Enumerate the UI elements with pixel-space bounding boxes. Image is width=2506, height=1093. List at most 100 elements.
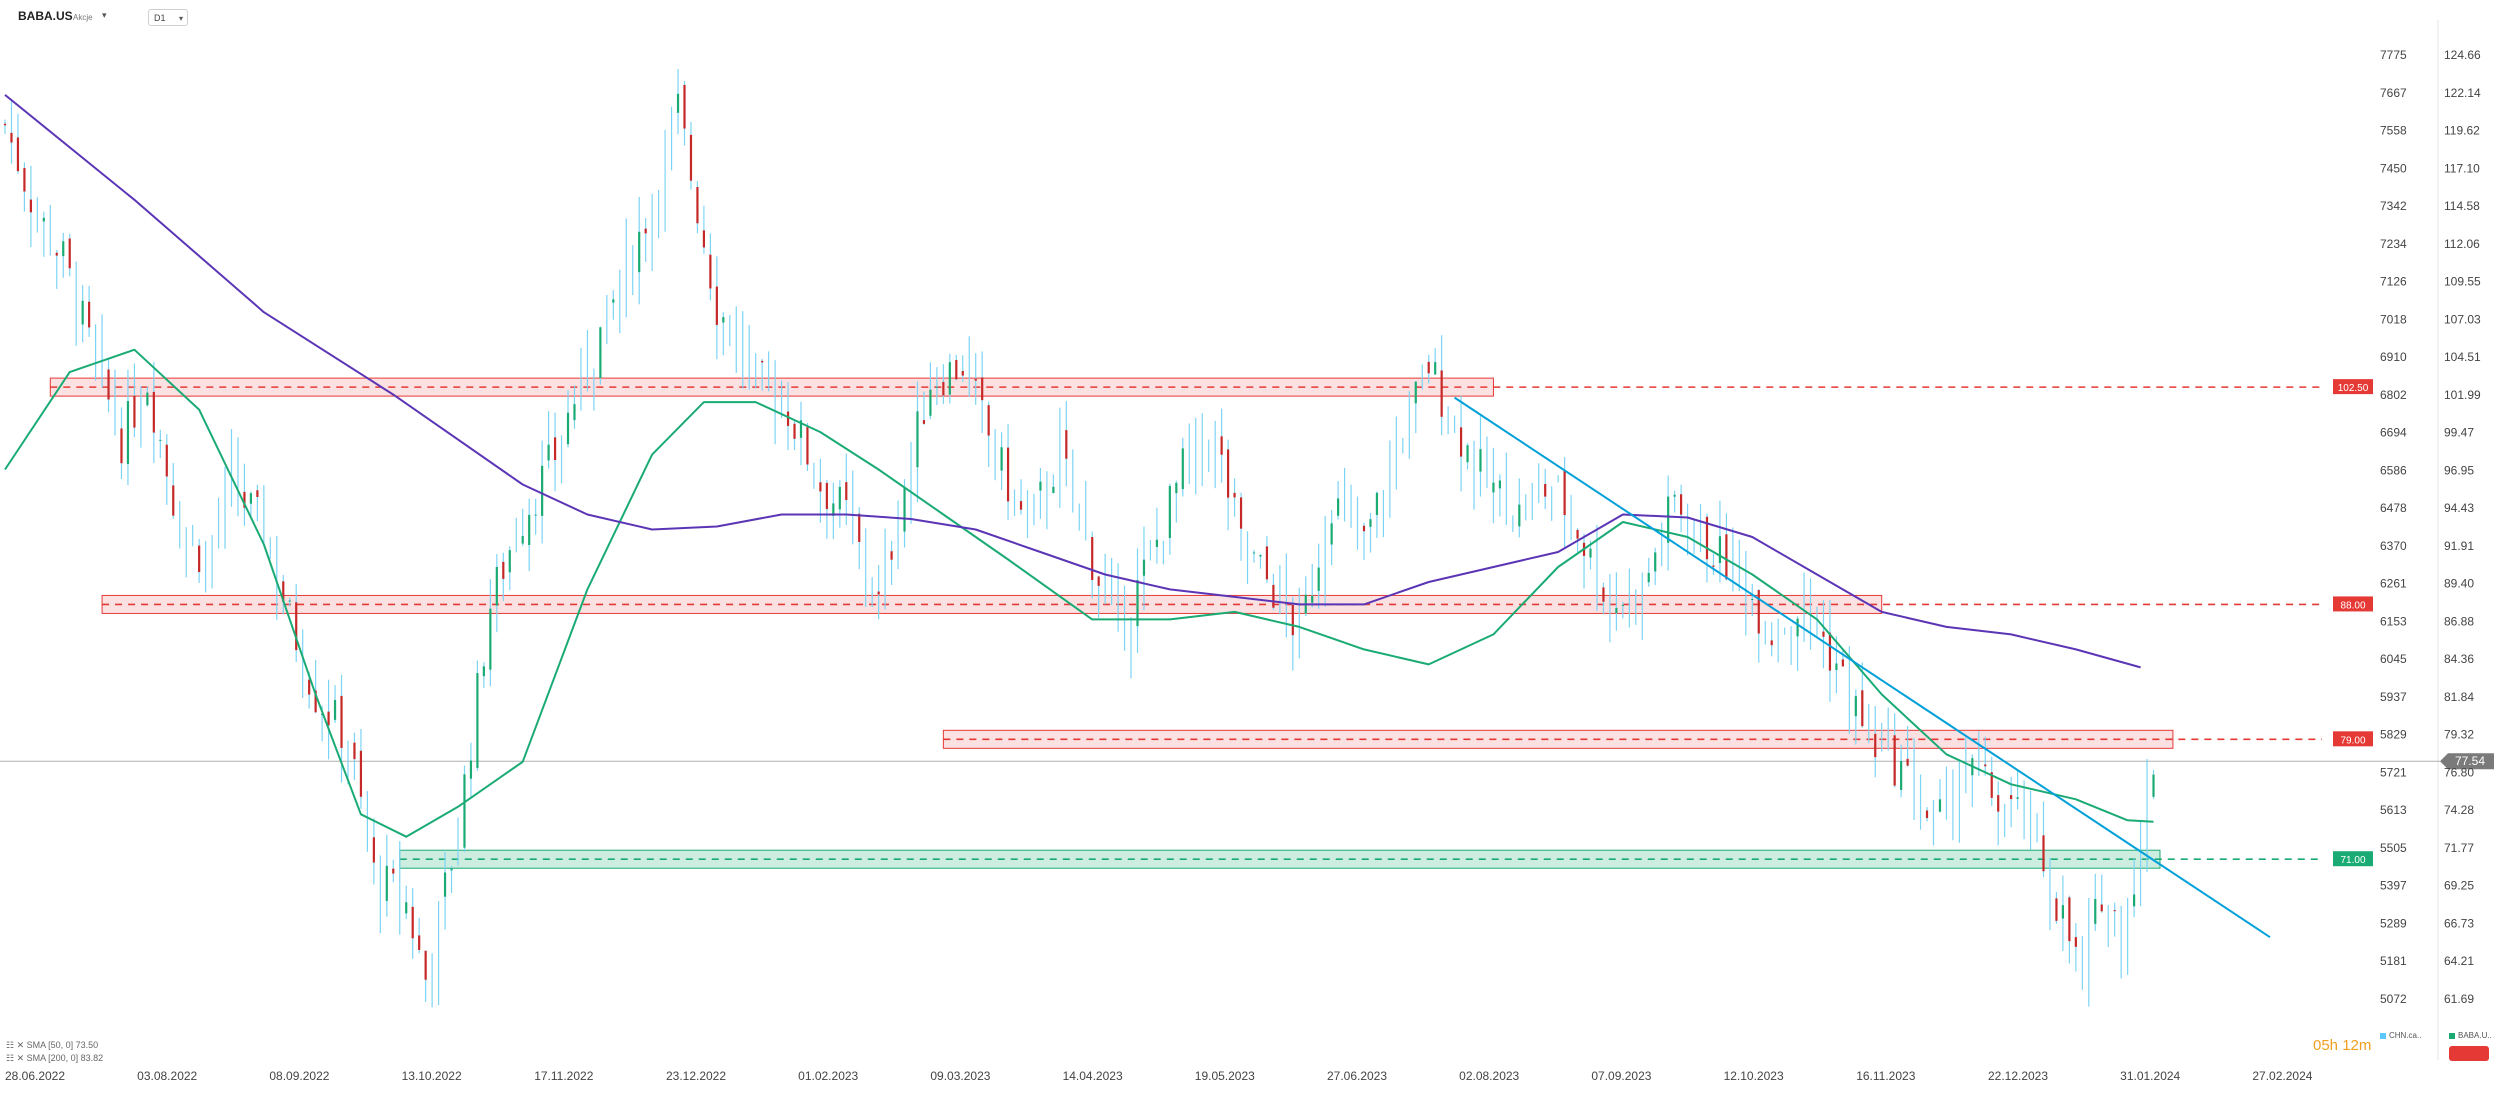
y-tick-label: 76.80 <box>2444 765 2474 779</box>
candle-body <box>1990 772 1993 798</box>
candle-body <box>573 404 576 421</box>
candle-body <box>1466 445 1469 463</box>
candle-body <box>1427 361 1430 374</box>
y-tick-label-left: 5072 <box>2380 992 2407 1006</box>
current-price-label: 77.54 <box>2455 754 2485 768</box>
candle-body <box>1259 554 1262 557</box>
candle-body <box>321 713 324 716</box>
candle-body <box>1233 492 1236 498</box>
candle-body <box>2061 905 2065 919</box>
candle-body <box>1841 659 1844 667</box>
candle-body <box>1835 663 1838 670</box>
candle-body <box>948 362 951 395</box>
y-tick-label-left: 5505 <box>2380 841 2407 855</box>
candle-body <box>1459 427 1463 457</box>
candle-body <box>295 602 298 651</box>
candle-body <box>88 301 91 328</box>
x-tick-label: 09.03.2023 <box>930 1069 990 1083</box>
legend-item-baba[interactable]: BABA.U.. <box>2449 1031 2492 1040</box>
x-tick-label: 19.05.2023 <box>1195 1069 1255 1083</box>
chevron-down-icon[interactable]: ▾ <box>102 10 107 20</box>
candle-body <box>1337 498 1340 516</box>
indicator-sma50[interactable]: ☷ ✕ SMA [50, 0] 73.50 <box>6 1040 99 1050</box>
candle-body <box>1272 584 1275 608</box>
candle-body <box>1440 370 1443 417</box>
y-tick-label-left: 7342 <box>2380 199 2407 213</box>
candle-body <box>3 123 7 126</box>
candle-body <box>2074 937 2077 947</box>
y-tick-label: 71.77 <box>2444 841 2474 855</box>
candle-body <box>676 93 680 113</box>
candle-body <box>327 711 330 726</box>
x-tick-label: 07.09.2023 <box>1591 1069 1651 1083</box>
y-tick-label: 66.73 <box>2444 916 2474 930</box>
candle-body <box>1142 559 1146 576</box>
level-badge <box>2333 596 2373 612</box>
candle-body <box>1239 497 1243 529</box>
candle-body <box>495 566 498 606</box>
indicator-sma200[interactable]: ☷ ✕ SMA [200, 0] 83.82 <box>6 1053 104 1063</box>
candle-body <box>1181 448 1184 490</box>
candle-body <box>1984 764 1987 767</box>
candle-body <box>566 412 570 445</box>
candle-body <box>2068 897 2071 942</box>
candle-body <box>890 551 893 560</box>
candle-body <box>1518 504 1521 527</box>
y-tick-label-left: 7667 <box>2380 86 2407 100</box>
candle-body <box>806 427 809 465</box>
candle-body <box>702 230 706 248</box>
candle-body <box>1097 576 1100 586</box>
sma200-line <box>4 94 2141 669</box>
candle-body <box>1065 430 1068 459</box>
y-tick-label-left: 6478 <box>2380 501 2407 515</box>
candle-body <box>1091 537 1094 581</box>
level-badge <box>2333 379 2373 395</box>
candle-body <box>1712 565 1715 567</box>
y-tick-label-left: 6153 <box>2380 614 2407 628</box>
timeframe-select[interactable]: D1 ▾ <box>148 9 188 26</box>
candle-body <box>288 600 291 602</box>
candle-body <box>1576 529 1579 539</box>
candle-body <box>405 902 408 914</box>
candle-body <box>443 872 447 897</box>
candle-body <box>159 439 162 441</box>
candle-body <box>165 444 168 477</box>
candle-body <box>825 482 828 510</box>
candle-body <box>1705 516 1709 560</box>
y-tick-label-left: 7558 <box>2380 124 2407 138</box>
candle-body <box>638 231 641 273</box>
candle-body <box>1330 523 1333 545</box>
y-tick-label-left: 5721 <box>2380 765 2407 779</box>
sell-button[interactable] <box>2449 1046 2489 1061</box>
candle-body <box>612 299 615 303</box>
candle-body <box>974 378 977 381</box>
candle-body <box>1000 447 1003 471</box>
x-tick-label: 22.12.2023 <box>1988 1069 2048 1083</box>
candle-body <box>1175 482 1178 494</box>
candle-body <box>942 381 945 396</box>
candle-body <box>1647 572 1650 583</box>
candle-body <box>1492 482 1495 493</box>
candlestick-series <box>3 69 2155 1008</box>
y-tick-label-left: 5613 <box>2380 803 2407 817</box>
candle-body <box>1615 607 1618 613</box>
candle-body <box>683 84 686 129</box>
candle-body <box>23 168 26 192</box>
candle-body <box>243 491 246 508</box>
candle-body <box>1563 470 1566 516</box>
candle-body <box>1938 799 1942 812</box>
candle-body <box>696 186 699 224</box>
candle-body <box>418 935 421 950</box>
candle-body <box>1718 536 1722 564</box>
candle-body <box>1621 605 1624 607</box>
candle-body <box>482 666 485 677</box>
y-tick-label: 96.95 <box>2444 463 2474 477</box>
y-tick-label: 124.66 <box>2444 48 2481 62</box>
candle-body <box>385 865 388 901</box>
level-zones: 102.50 88.00 79.00 71.00 77.54 <box>0 377 2494 869</box>
candle-body <box>469 760 473 779</box>
legend-item-chn[interactable]: CHN.ca.. <box>2380 1031 2421 1040</box>
symbol-name[interactable]: BABA.US <box>18 9 73 23</box>
candle-body <box>249 493 253 504</box>
